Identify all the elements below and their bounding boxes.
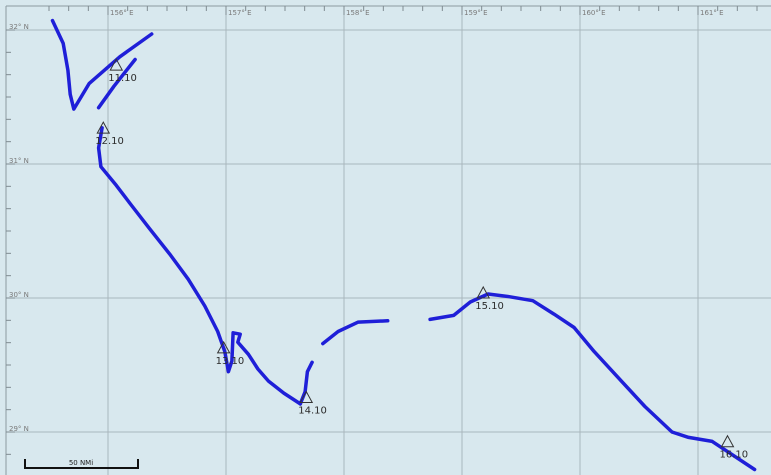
- waypoint[interactable]: 14.10: [298, 390, 327, 417]
- track-segment[interactable]: [96, 126, 303, 406]
- latitude-label: 29° N: [9, 425, 29, 433]
- map-frame: [5, 5, 771, 475]
- waypoint-triangle-icon: [720, 434, 735, 448]
- waypoint[interactable]: 12.10: [95, 121, 124, 147]
- waypoint-triangle-icon: [96, 121, 111, 134]
- longitude-label: 159° E: [464, 9, 488, 17]
- waypoint-date-label: 12.10: [95, 136, 124, 147]
- longitude-label: 156° E: [110, 9, 134, 17]
- waypoint-triangle-icon: [216, 340, 231, 354]
- track-segment[interactable]: [428, 292, 757, 472]
- waypoint-triangle-icon: [299, 390, 314, 403]
- waypoint-date-label: 16.10: [720, 450, 749, 461]
- waypoint-triangle-icon: [109, 58, 124, 71]
- latitude-label: 32° N: [9, 23, 29, 31]
- track-segment[interactable]: [321, 319, 390, 346]
- longitude-label: 160° E: [582, 9, 606, 17]
- longitude-labels: 156° E 157° E 158° E 159° E 160° E 161° E: [110, 9, 724, 17]
- waypoint[interactable]: 13.10: [216, 340, 245, 367]
- frame-ticks: [6, 6, 758, 455]
- waypoint[interactable]: 15.10: [475, 285, 504, 312]
- waypoint-date-label: 15.10: [475, 301, 504, 312]
- track-waypoints[interactable]: 11.10 12.10 13.10 14.10 15.10 16.10: [95, 58, 749, 461]
- scale-bar-label: 50 NMi: [69, 459, 93, 467]
- track-segment[interactable]: [96, 57, 137, 110]
- waypoint[interactable]: 11.10: [108, 58, 137, 84]
- latitude-labels: 32° N 31° N 30° N 29° N: [9, 23, 29, 433]
- waypoint-triangle-icon: [476, 285, 491, 299]
- longitude-label: 158° E: [346, 9, 370, 17]
- scale-bar: 50 NMi: [24, 459, 139, 469]
- waypoint-date-label: 13.10: [216, 356, 245, 367]
- waypoint-date-label: 11.10: [108, 73, 137, 84]
- graticule: [6, 6, 771, 475]
- latitude-label: 30° N: [9, 291, 29, 299]
- latitude-label: 31° N: [9, 157, 29, 165]
- waypoint-date-label: 14.10: [298, 406, 327, 417]
- longitude-label: 161° E: [700, 9, 724, 17]
- waypoint[interactable]: 16.10: [720, 434, 749, 461]
- longitude-label: 157° E: [228, 9, 252, 17]
